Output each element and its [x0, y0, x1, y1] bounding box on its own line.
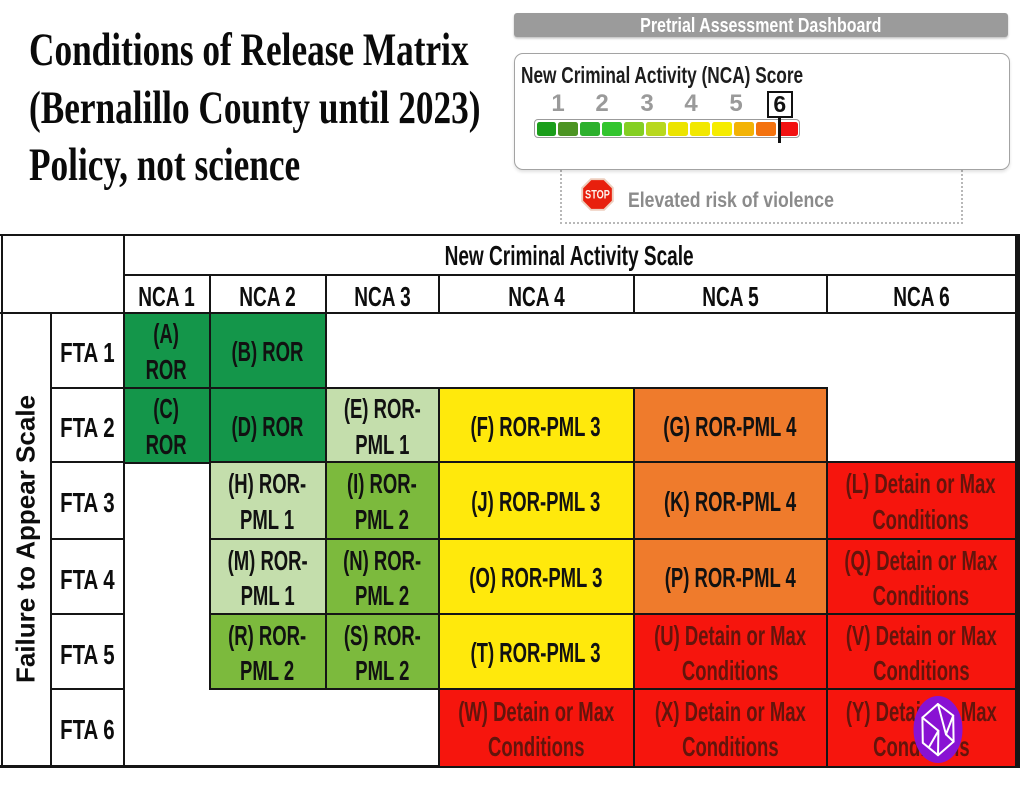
svg-text:STOP: STOP	[585, 190, 610, 202]
